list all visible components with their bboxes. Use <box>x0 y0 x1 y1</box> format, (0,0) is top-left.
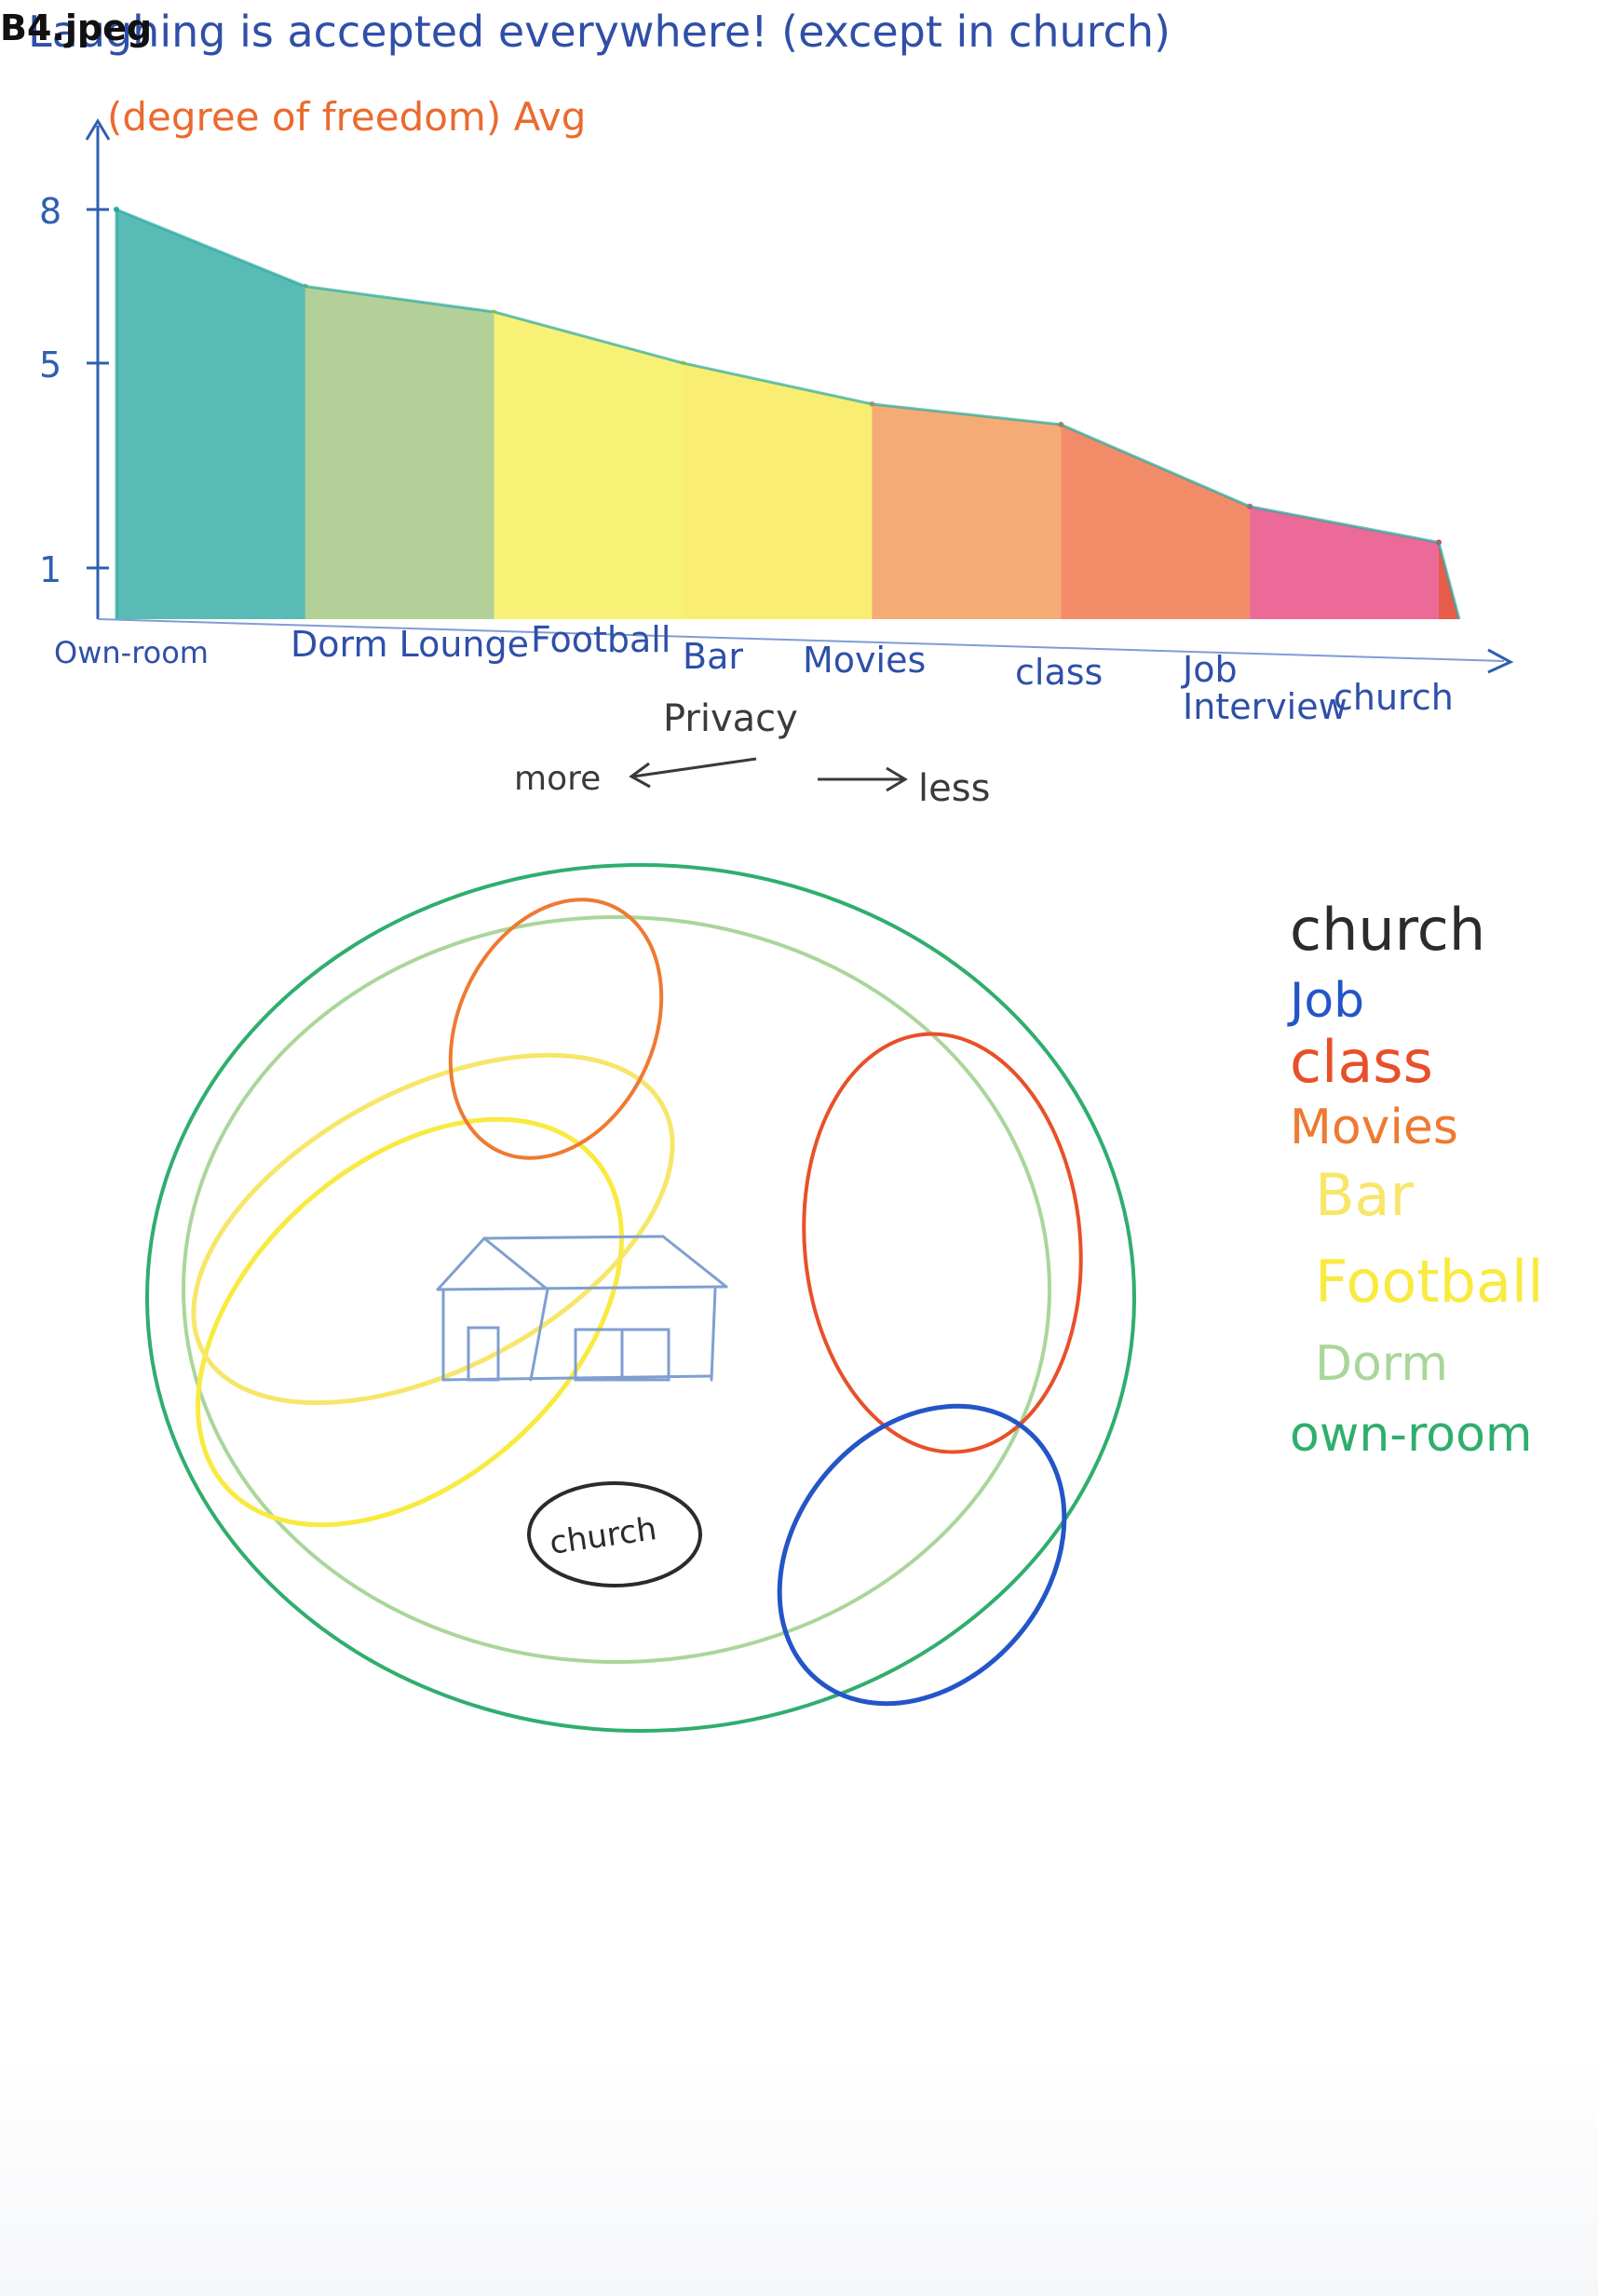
legend-item-dorm: Dorm <box>1315 1336 1448 1392</box>
house-sketch <box>436 1235 728 1382</box>
privacy-more-arrow <box>632 757 757 778</box>
y-axis-label: (degree of freedom) Avg <box>107 94 586 140</box>
y-tick-label: 5 <box>39 344 61 385</box>
x-axis <box>97 618 1505 662</box>
area-fills <box>114 207 1459 619</box>
football-ellipse <box>196 1116 624 1528</box>
area-segment-own-room <box>116 209 305 619</box>
y-tick-label: 1 <box>39 549 61 590</box>
area-segment-dorm-lounge <box>305 286 494 619</box>
church-ellipse-label: church <box>548 1510 659 1562</box>
x-tick-label: class <box>1015 652 1103 693</box>
legend-item-job: Job <box>1287 973 1364 1029</box>
area-segment-movies <box>872 404 1062 619</box>
y-tick-label: 8 <box>39 191 61 232</box>
x-tick-label: Bar <box>683 636 743 677</box>
legend-item-bar: Bar <box>1315 1161 1415 1229</box>
bar-ellipse <box>191 1052 675 1406</box>
x-tick-label: Job Interview <box>1181 649 1347 727</box>
x-tick-label: Movies <box>803 640 926 681</box>
x-tick-label: church <box>1334 677 1454 718</box>
legend-item-class: class <box>1290 1028 1433 1096</box>
x-axis-label: Privacy <box>663 697 798 740</box>
x-tick-label: Own-room <box>54 635 209 670</box>
legend-item-movies: Movies <box>1290 1100 1458 1155</box>
y-axis-arrowhead <box>85 118 111 141</box>
privacy-more-arrowhead <box>629 762 651 789</box>
area-segment-class <box>1061 425 1251 619</box>
privacy-less-arrowhead <box>886 766 908 792</box>
privacy-less-label: less <box>918 767 990 810</box>
own-room-circle <box>145 863 1136 1733</box>
x-tick-label: Dorm Lounge <box>291 624 529 665</box>
x-tick-label: Football <box>531 619 670 660</box>
legend-item-football: Football <box>1315 1248 1543 1316</box>
y-ticks: 8 5 1 <box>39 191 109 590</box>
area-segment-football <box>494 312 684 619</box>
job-ellipse <box>777 1403 1067 1707</box>
area-segment-bar <box>683 363 873 619</box>
church-ellipse <box>527 1481 702 1587</box>
legend-item-own-room: own-room <box>1290 1407 1533 1463</box>
dorm-circle <box>182 915 1051 1664</box>
freedom-chart: Laughing is accepted everywhere! (except… <box>28 7 1514 810</box>
area-outline <box>115 207 1461 620</box>
privacy-more-label: more <box>514 760 601 798</box>
chart-title: Laughing is accepted everywhere! (except… <box>28 7 1171 57</box>
legend-item-church: church <box>1290 896 1485 964</box>
x-axis-arrowhead <box>1487 648 1514 674</box>
class-ellipse <box>802 1032 1083 1454</box>
x-labels: Own-room Dorm Lounge Football Bar Movies clas… <box>54 619 1454 727</box>
file-label: B4.jpeg <box>0 7 153 48</box>
movies-ellipse <box>448 898 664 1160</box>
